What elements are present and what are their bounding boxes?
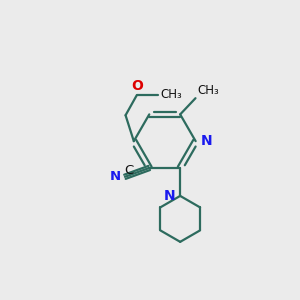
Text: N: N bbox=[163, 189, 175, 203]
Text: CH₃: CH₃ bbox=[198, 84, 219, 97]
Text: CH₃: CH₃ bbox=[160, 88, 182, 101]
Text: N: N bbox=[201, 134, 212, 148]
Text: O: O bbox=[131, 79, 143, 93]
Text: C: C bbox=[124, 164, 134, 177]
Text: N: N bbox=[110, 170, 121, 183]
